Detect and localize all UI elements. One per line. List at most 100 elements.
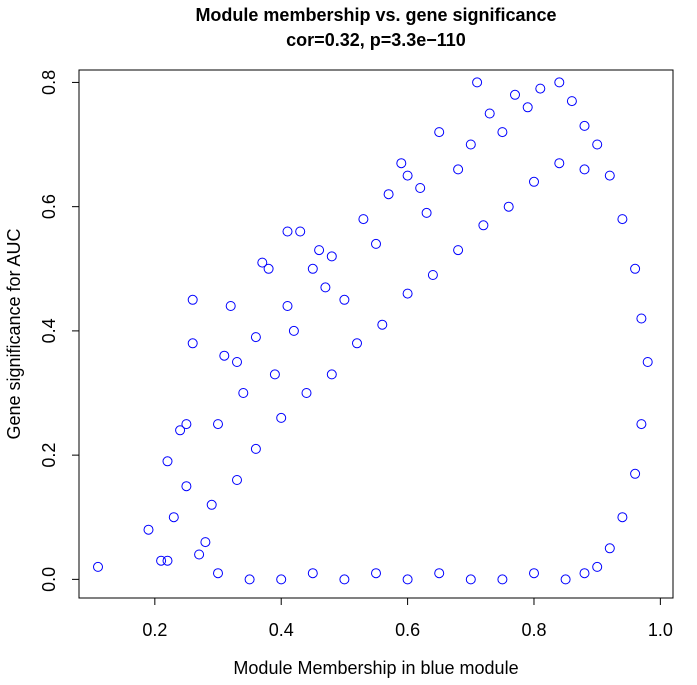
data-point (396, 158, 407, 169)
data-point (181, 419, 192, 430)
data-point (579, 164, 590, 175)
data-point (282, 301, 293, 311)
data-point (187, 294, 198, 305)
data-point (617, 512, 628, 523)
data-point (194, 549, 205, 560)
data-point (402, 574, 413, 585)
data-point (434, 127, 445, 138)
data-point (497, 127, 508, 138)
data-point (276, 574, 287, 585)
chart-subtitle: cor=0.32, p=3.3e−110 (286, 30, 466, 50)
data-point (465, 139, 476, 150)
data-point (175, 425, 186, 436)
data-point (560, 574, 571, 585)
data-point (244, 574, 255, 585)
data-point (187, 338, 198, 349)
data-point (93, 561, 103, 572)
data-point (453, 164, 464, 175)
data-point (168, 512, 179, 523)
data-point (200, 537, 211, 548)
data-point (143, 524, 154, 535)
data-point (339, 574, 350, 585)
data-point (535, 83, 546, 94)
data-point (522, 102, 533, 113)
data-point (238, 388, 249, 398)
x-tick-label: 0.6 (395, 620, 420, 640)
data-point (358, 214, 369, 225)
data-point (162, 555, 173, 566)
data-point (510, 89, 520, 100)
data-point (250, 443, 261, 454)
data-point (415, 183, 426, 193)
data-point (307, 263, 318, 274)
data-point (636, 419, 647, 430)
data-point (566, 96, 577, 107)
data-point (465, 574, 476, 585)
data-point (320, 282, 331, 293)
chart-title: Module membership vs. gene significance (195, 5, 556, 25)
data-point (377, 319, 388, 330)
x-axis: 0.2 0.4 0.6 0.8 1.0 (142, 598, 673, 640)
data-point (497, 574, 508, 585)
data-point (326, 369, 337, 380)
data-point (269, 369, 280, 380)
x-tick-label: 1.0 (648, 620, 673, 640)
data-point (301, 388, 312, 398)
y-tick-label: 0.0 (39, 567, 59, 592)
data-point (617, 214, 628, 225)
data-point (314, 245, 325, 256)
data-point (288, 325, 299, 336)
data-point (371, 238, 381, 249)
data-point (339, 294, 350, 305)
data-point (642, 357, 653, 367)
data-point (630, 468, 641, 479)
data-point (383, 189, 394, 200)
data-point (219, 350, 230, 361)
data-point (402, 288, 413, 299)
data-point (453, 245, 464, 256)
data-point (307, 568, 318, 579)
data-point (206, 499, 217, 510)
data-point (421, 207, 432, 218)
data-point (592, 139, 603, 150)
y-axis-label: Gene significance for AUC (4, 228, 24, 439)
data-point (295, 226, 306, 237)
data-point (427, 270, 438, 280)
y-tick-label: 0.8 (39, 70, 59, 95)
data-point (579, 568, 590, 579)
data-point (579, 120, 590, 131)
data-point (250, 332, 261, 343)
data-point (630, 263, 641, 274)
data-point (282, 226, 293, 237)
data-point (478, 220, 489, 231)
data-point (225, 301, 236, 311)
data-point (156, 555, 167, 566)
data-point (276, 412, 287, 423)
data-point (529, 568, 539, 579)
data-point (604, 543, 615, 554)
x-axis-label: Module Membership in blue module (233, 658, 518, 678)
data-point (326, 251, 337, 262)
data-point (257, 257, 268, 268)
data-point (213, 419, 223, 430)
x-tick-label: 0.4 (269, 620, 294, 640)
data-point (213, 568, 223, 579)
y-tick-label: 0.2 (39, 443, 59, 468)
data-point (232, 357, 242, 367)
data-point (232, 475, 242, 485)
data-point (529, 176, 539, 187)
data-point (371, 568, 381, 579)
data-point (484, 108, 495, 119)
data-point (592, 561, 603, 572)
data-point (352, 338, 362, 349)
data-point (503, 201, 514, 212)
x-tick-label: 0.2 (142, 620, 167, 640)
data-point (434, 568, 445, 579)
data-point (263, 263, 274, 274)
data-point (604, 170, 615, 181)
data-point (636, 313, 647, 324)
y-tick-label: 0.4 (39, 318, 59, 343)
plot-frame (78, 69, 674, 599)
y-axis: 0.0 0.2 0.4 0.6 0.8 (39, 70, 79, 592)
